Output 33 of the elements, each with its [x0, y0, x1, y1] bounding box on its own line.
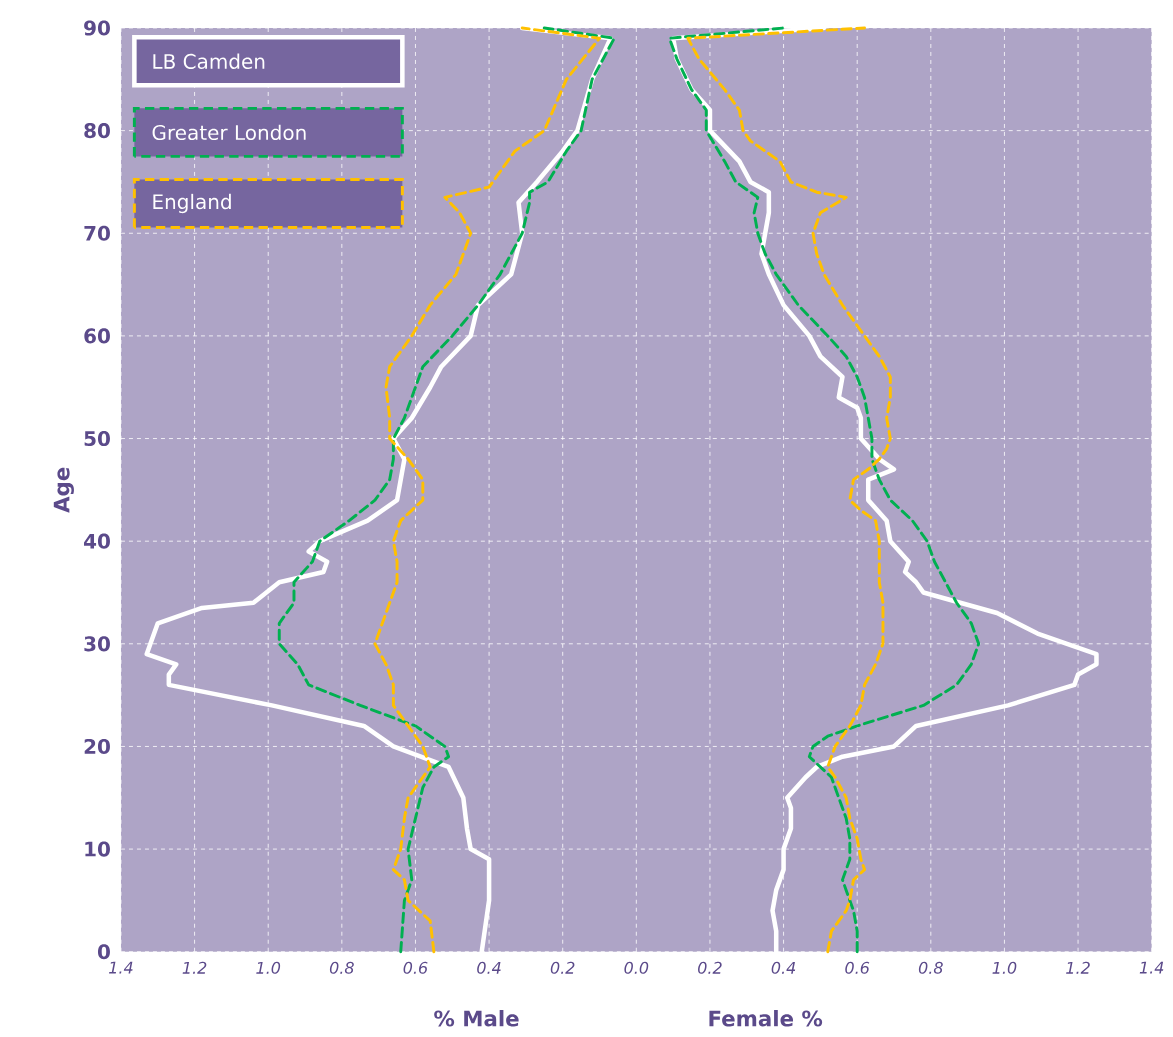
y-tick-label: 40 [84, 533, 110, 549]
x-tick-label: 1.4 [109, 961, 133, 974]
text: Female % [709, 1010, 823, 1027]
line-series [373, 26, 601, 954]
x-tick-label: 0.8 [918, 961, 943, 974]
line-series [686, 26, 892, 954]
x-tick-label: 0.8 [329, 961, 354, 974]
y-tick-label: 80 [84, 123, 110, 139]
x-tick-label: 0.4 [477, 961, 501, 974]
y-tick-label: 90 [84, 20, 110, 36]
y-tick-label: 70 [84, 225, 110, 241]
y-tick-label: 30 [84, 636, 110, 652]
y-tick-label: 0 [97, 944, 110, 960]
x-tick-label: 1.2 [182, 961, 207, 974]
x-tick-label: 0.0 [624, 961, 649, 974]
text: LB Camden [153, 53, 265, 69]
x-tick-label: 0.2 [698, 961, 722, 974]
x-tick-label: 1.4 [1139, 961, 1164, 974]
y-tick-label: 50 [84, 430, 110, 447]
x-tick-label: 0.6 [845, 961, 870, 974]
y-tick-label: 20 [84, 738, 110, 754]
x-tick-label: 0.4 [771, 961, 796, 974]
text: Greater London [152, 124, 306, 141]
text: % Male [434, 1010, 519, 1027]
x-tick-label: 0.2 [550, 961, 575, 974]
x-tick-label: 1.0 [992, 961, 1017, 974]
x-tick-label: 1.2 [1066, 961, 1090, 974]
y-tick-label: 60 [84, 328, 110, 344]
y-tick-label: 10 [85, 841, 110, 857]
y-axis-title: Age [53, 467, 74, 513]
x-tick-label: 0.6 [403, 961, 428, 974]
text: England [153, 193, 231, 214]
x-tick-label: 1.0 [256, 961, 281, 974]
